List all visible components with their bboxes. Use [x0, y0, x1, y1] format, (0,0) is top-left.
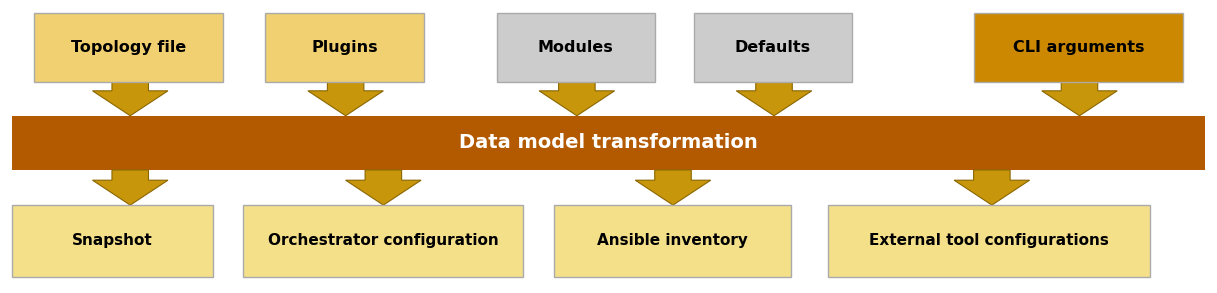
FancyBboxPatch shape — [34, 13, 223, 82]
Text: Modules: Modules — [538, 40, 613, 55]
Text: Defaults: Defaults — [735, 40, 811, 55]
FancyBboxPatch shape — [554, 205, 791, 277]
FancyArrow shape — [346, 170, 421, 205]
Text: Data model transformation: Data model transformation — [459, 133, 758, 152]
FancyArrow shape — [1042, 82, 1117, 116]
FancyBboxPatch shape — [974, 13, 1183, 82]
FancyBboxPatch shape — [828, 205, 1150, 277]
Text: Topology file: Topology file — [71, 40, 186, 55]
FancyBboxPatch shape — [265, 13, 424, 82]
FancyArrow shape — [92, 170, 168, 205]
FancyArrow shape — [635, 170, 711, 205]
FancyArrow shape — [308, 82, 383, 116]
FancyArrow shape — [954, 170, 1030, 205]
Text: Plugins: Plugins — [312, 40, 377, 55]
FancyBboxPatch shape — [243, 205, 523, 277]
FancyArrow shape — [736, 82, 812, 116]
Text: Orchestrator configuration: Orchestrator configuration — [268, 234, 499, 248]
Text: Snapshot: Snapshot — [72, 234, 153, 248]
FancyArrow shape — [539, 82, 615, 116]
FancyArrow shape — [92, 82, 168, 116]
FancyBboxPatch shape — [12, 205, 213, 277]
FancyBboxPatch shape — [497, 13, 655, 82]
FancyBboxPatch shape — [694, 13, 852, 82]
Text: Ansible inventory: Ansible inventory — [598, 234, 747, 248]
FancyBboxPatch shape — [12, 116, 1205, 170]
Text: CLI arguments: CLI arguments — [1013, 40, 1144, 55]
Text: External tool configurations: External tool configurations — [869, 234, 1109, 248]
